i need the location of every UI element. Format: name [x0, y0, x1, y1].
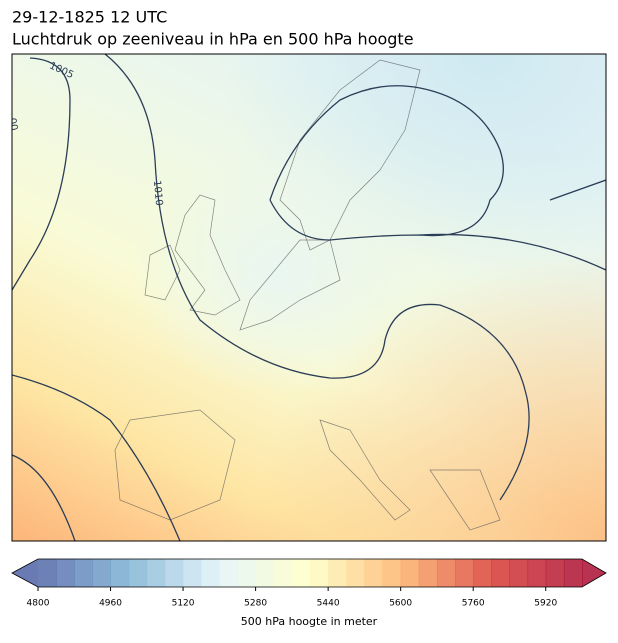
- map-frame: [11, 53, 607, 542]
- colorbar-extend: [582, 559, 606, 587]
- colorbar-label: 500 hPa hoogte in meter: [241, 615, 378, 628]
- colorbar-segment: [455, 559, 474, 587]
- colorbar-segment: [328, 559, 347, 587]
- colorbar-segment: [273, 559, 293, 587]
- colorbar-segment: [436, 559, 456, 587]
- colorbar-tick-label: 5120: [172, 599, 195, 609]
- colorbar-segment: [74, 559, 93, 587]
- colorbar-segment: [110, 559, 130, 587]
- colorbar-segment: [237, 559, 257, 587]
- colorbar-segment: [310, 559, 329, 587]
- colorbar-tick-label: 4960: [99, 599, 122, 609]
- colorbar-tick-label: 5920: [534, 599, 557, 609]
- contour-label: 1010: [151, 180, 164, 206]
- colorbar-segment: [400, 559, 420, 587]
- colorbar-segment: [527, 559, 547, 587]
- colorbar-segment: [146, 559, 166, 587]
- colorbar-segment: [563, 559, 583, 587]
- map: 1005 1010 00: [6, 54, 606, 541]
- colorbar-tick-label: 4800: [27, 599, 50, 609]
- colorbar: 4800 4960 5120 5280 5440 5600 5760 5920: [11, 558, 607, 609]
- colorbar-segment: [38, 559, 57, 587]
- colorbar-segment: [473, 559, 492, 587]
- colorbar-tick-label: 5760: [462, 599, 485, 609]
- colorbar-segment: [92, 559, 112, 587]
- colorbar-segment: [255, 559, 275, 587]
- colorbar-tick-label: 5600: [389, 599, 412, 609]
- date: 29-12-1825 12 UTC: [12, 8, 167, 27]
- colorbar-segment: [164, 559, 184, 587]
- colorbar-segment: [491, 559, 510, 587]
- colorbar-segment: [364, 559, 384, 587]
- colorbar-segment: [183, 559, 202, 587]
- colorbar-segment: [201, 559, 220, 587]
- colorbar-tick-label: 5440: [317, 599, 340, 609]
- colorbar-segment: [545, 559, 565, 587]
- colorbar-extend: [12, 559, 38, 587]
- colorbar-segment: [128, 559, 148, 587]
- colorbar-tick-label: 5280: [244, 599, 267, 609]
- colorbar-segment: [219, 559, 238, 587]
- colorbar-segment: [418, 559, 438, 587]
- colorbar-outline: [11, 558, 607, 588]
- contour-label: 00: [6, 117, 19, 131]
- colorbar-segment: [509, 559, 529, 587]
- title: Luchtdruk op zeeniveau in hPa en 500 hPa…: [12, 30, 414, 49]
- colorbar-segment: [382, 559, 402, 587]
- colorbar-segment: [56, 559, 75, 587]
- colorbar-segment: [291, 559, 311, 587]
- colorbar-segment: [346, 559, 365, 587]
